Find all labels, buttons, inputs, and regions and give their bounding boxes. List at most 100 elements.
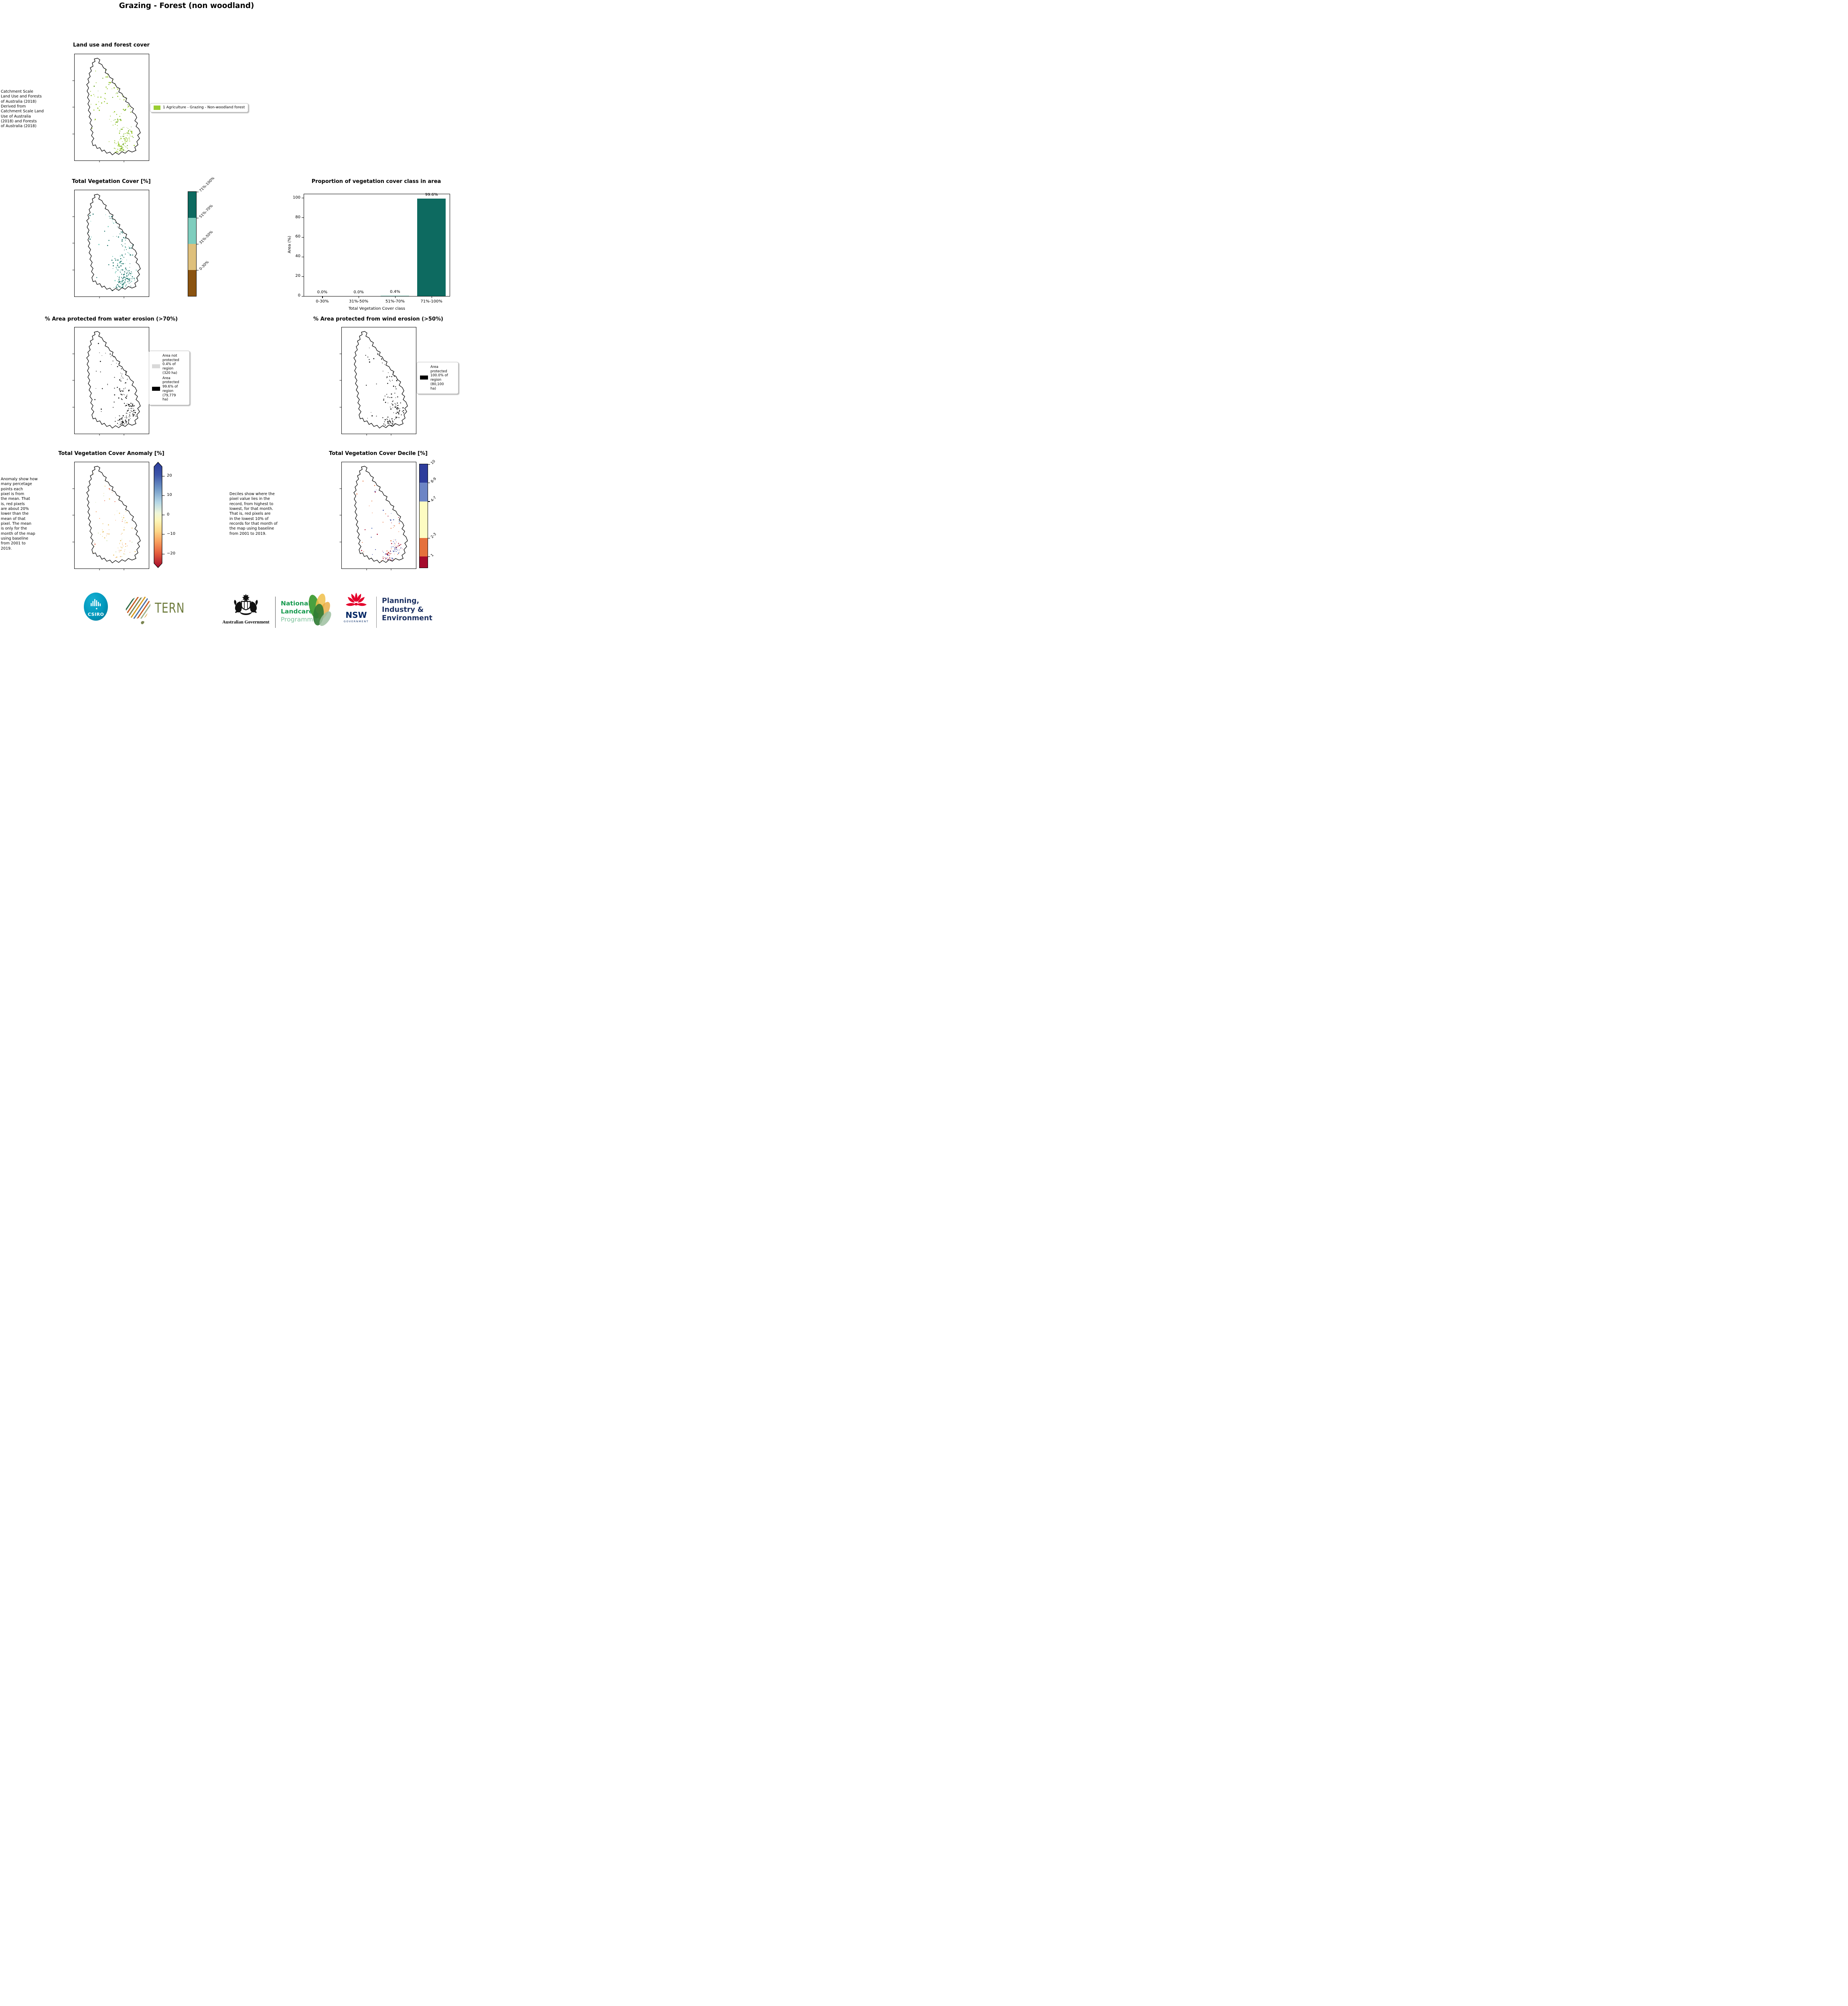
catchment-outline <box>353 466 408 563</box>
decile-title: Total Vegetation Cover Decile [%] <box>329 451 428 457</box>
area-protected-swatch <box>152 386 160 391</box>
coat-of-arms-icon <box>234 594 258 615</box>
csiro-label: CSIRO <box>87 612 104 617</box>
vegcover-colorbar: 71%-100% 51%-70% 31%-50% 0-30% <box>188 176 215 296</box>
colorbar-tick-label: 0 <box>167 512 170 517</box>
x-tick-label: 71%-100% <box>420 299 442 304</box>
area-protected-swatch <box>420 376 428 380</box>
area-protected-label: Area protected 99.6% of region (79,779 h… <box>162 376 179 402</box>
y-tick-label: 40 <box>295 254 300 259</box>
wind-erosion-legend: Area protected 100.0% of region (80,100 … <box>417 362 458 394</box>
planning-line: Environment <box>382 614 432 622</box>
colorbar-tick-label: 31%-50% <box>199 230 214 246</box>
water-erosion-title: % Area protected from water erosion (>70… <box>45 316 178 322</box>
y-tick <box>302 217 304 218</box>
tern-australia-icon <box>126 597 151 624</box>
bar-value-label: 0.0% <box>353 290 364 294</box>
landuse-map <box>72 54 149 162</box>
catchment-outline <box>86 194 141 291</box>
wind-erosion-map <box>339 327 416 436</box>
landcare-line: Landcare <box>281 608 313 615</box>
landcare-leaves-icon <box>308 593 331 626</box>
australian-government-label: Australian Government <box>222 620 270 625</box>
colorbar-segment <box>420 464 428 483</box>
landuse-legend-swatch <box>154 106 160 110</box>
australian-government-logo: Australian Government <box>212 593 280 625</box>
anomaly-title: Total Vegetation Cover Anomaly [%] <box>58 451 164 457</box>
colorbar-segment <box>420 556 428 568</box>
nsw-government-logo: NSW GOVERNMENT <box>343 592 369 623</box>
bar <box>417 198 446 296</box>
bar-value-label: 99.6% <box>425 192 438 197</box>
footer-divider <box>376 597 377 628</box>
x-tick <box>395 296 396 298</box>
x-tick-label: 31%-50% <box>349 299 369 304</box>
catchment-outline <box>86 331 141 428</box>
colorbar-segment <box>420 538 428 557</box>
map-raster-speckles <box>87 197 139 291</box>
bar-value-label: 0.0% <box>317 290 328 294</box>
colorbar-tick-label: 4-7 <box>430 495 437 503</box>
report-page: Grazing - Forest (non woodland) Land use… <box>0 0 460 639</box>
page-title: Grazing - Forest (non woodland) <box>119 2 254 10</box>
vegcover-map <box>72 190 149 298</box>
catchment-outline <box>86 58 141 155</box>
decile-note: Deciles show where the pixel value lies … <box>229 492 278 536</box>
y-tick <box>302 237 304 238</box>
chart-y-axis-label: Area (%) <box>287 236 292 254</box>
y-tick-label: 80 <box>295 215 300 219</box>
tern-label: TERN <box>155 600 185 616</box>
national-landcare-programme-label: National Landcare Programme <box>281 599 317 623</box>
legend-item: Area not protected 0.4% of region (320 h… <box>152 354 187 376</box>
planning-industry-environment-label: Planning, Industry & Environment <box>382 597 432 623</box>
colorbar-segment <box>188 218 196 244</box>
chart-x-axis-label: Total Vegetation Cover class <box>349 307 405 311</box>
anomaly-map <box>72 462 149 571</box>
anomaly-colorbar: 20 10 0 −10 −20 <box>154 462 175 569</box>
x-tick <box>322 296 323 298</box>
colorbar-tick-label: −10 <box>167 531 176 536</box>
csiro-logo: CSIRO <box>84 593 108 621</box>
anomaly-note: Anomaly show how many percetage points e… <box>1 477 38 551</box>
nsw-label: NSW <box>345 610 367 620</box>
map-raster-speckles <box>356 466 408 563</box>
y-tick-label: 20 <box>295 274 300 278</box>
nsw-government-label: GOVERNMENT <box>343 620 369 623</box>
colorbar-segment <box>188 270 196 296</box>
colorbar-segment <box>188 244 196 270</box>
colorbar-tick-label: 71%-100% <box>199 176 216 193</box>
planning-line: Planning, <box>382 597 420 605</box>
landcare-line: Programme <box>281 616 317 623</box>
colorbar-segment <box>420 483 428 502</box>
colorbar-tick-label: 8-9 <box>430 477 437 484</box>
x-tick-label: 0-30% <box>316 299 329 304</box>
colorbar-tick <box>428 556 430 557</box>
colorbar-tick-label: 10 <box>430 459 436 466</box>
csiro-wave-icon <box>91 599 101 609</box>
y-tick-label: 60 <box>295 234 300 239</box>
water-erosion-legend: Area not protected 0.4% of region (320 h… <box>149 351 190 406</box>
area-protected-label: Area protected 100.0% of region (80,100 … <box>430 365 448 391</box>
colorbar-tick-label: 51%-70% <box>199 204 214 219</box>
area-not-protected-label: Area not protected 0.4% of region (320 h… <box>162 354 179 375</box>
landuse-legend-label: 1 Agriculture - Grazing - Non-woodland f… <box>163 106 245 110</box>
planning-line: Industry & <box>382 605 424 614</box>
y-tick <box>302 276 304 277</box>
colorbar-tick-label: 1 <box>430 553 435 558</box>
bar-value-label: 0.4% <box>390 289 400 294</box>
catchment-outline <box>353 331 408 428</box>
colorbar-tick <box>428 501 430 502</box>
map-raster-speckles <box>93 469 140 559</box>
proportion-chart-title: Proportion of vegetation cover class in … <box>311 179 441 185</box>
area-not-protected-swatch <box>152 364 160 368</box>
landuse-legend: 1 Agriculture - Grazing - Non-woodland f… <box>150 103 249 113</box>
colorbar-segment <box>188 192 196 218</box>
catchment-outline <box>86 466 141 563</box>
decile-map <box>339 462 416 571</box>
legend-item: Area protected 100.0% of region (80,100 … <box>420 365 455 391</box>
wind-erosion-title: % Area protected from wind erosion (>50%… <box>313 316 443 322</box>
x-tick-label: 51%-70% <box>385 299 405 304</box>
legend-item: Area protected 99.6% of region (79,779 h… <box>152 376 187 402</box>
colorbar-tick-label: 2-3 <box>430 532 437 540</box>
colorbar-tick-label: 0-30% <box>199 260 210 272</box>
